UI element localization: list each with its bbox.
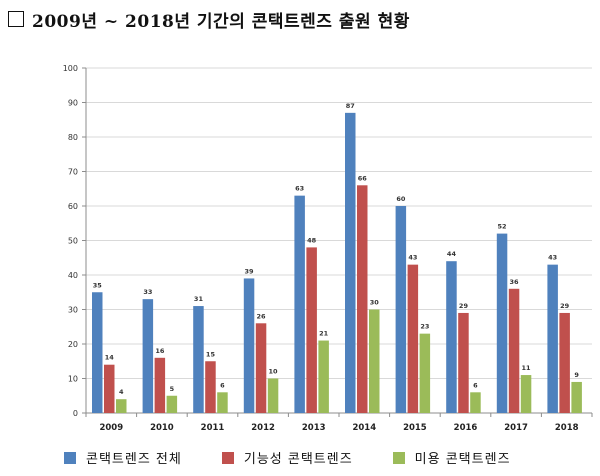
y-tick-label-70: 70 xyxy=(68,168,78,177)
legend-swatch-total xyxy=(64,451,76,464)
data-label-functional-2016: 29 xyxy=(459,302,469,310)
x-tick-label-2011: 2011 xyxy=(201,423,225,433)
x-tick-label-2016: 2016 xyxy=(454,423,478,433)
data-label-functional-2011: 15 xyxy=(206,350,216,358)
data-label-cosmetic-2013: 21 xyxy=(319,330,329,338)
x-tick-label-2015: 2015 xyxy=(403,423,427,433)
bar-total-2010 xyxy=(142,299,154,413)
bar-total-2014 xyxy=(345,112,356,413)
data-label-total-2017: 52 xyxy=(498,223,507,231)
labels: 0 10 20 30 40 50 60 70 80 90 100 2009 2010 2011 2012 20… xyxy=(63,64,580,433)
bar-total-2011 xyxy=(193,306,204,413)
bar-total-2015 xyxy=(395,206,407,413)
bar-cosmetic-2014 xyxy=(369,309,380,413)
bar-cosmetic-2017 xyxy=(520,375,532,413)
checkbox-square-icon xyxy=(8,11,24,27)
data-label-total-2012: 39 xyxy=(245,267,255,275)
data-label-functional-2014: 66 xyxy=(358,174,368,182)
y-tick-label-50: 50 xyxy=(68,237,78,246)
y-tick-label-20: 20 xyxy=(68,340,78,349)
bar-functional-2012 xyxy=(255,323,267,413)
data-label-functional-2017: 36 xyxy=(510,278,520,286)
chart-title: 2009년 ~ 2018년 기간의 콘택트렌즈 출원 현황 xyxy=(32,11,410,32)
bar-functional-2011 xyxy=(205,361,216,413)
data-label-cosmetic-2011: 6 xyxy=(220,381,225,389)
data-label-cosmetic-2010: 5 xyxy=(170,385,175,393)
data-label-functional-2012: 26 xyxy=(257,312,267,320)
y-tick-label-90: 90 xyxy=(68,99,78,108)
bars xyxy=(92,112,582,413)
data-label-total-2009: 35 xyxy=(93,281,103,289)
data-label-cosmetic-2015: 23 xyxy=(420,323,429,331)
legend-item-cosmetic: 미용 콘택트렌즈 xyxy=(392,448,511,467)
legend-item-total: 콘택트렌즈 전체 xyxy=(64,448,182,467)
bar-cosmetic-2010 xyxy=(166,395,178,413)
bar-total-2016 xyxy=(446,261,457,413)
legend-item-functional: 기능성 콘택트렌즈 xyxy=(221,448,353,467)
bar-chart: 0 10 20 30 40 50 60 70 80 90 100 2009 2010 2011 2012 20… xyxy=(63,64,593,433)
legend-swatch-cosmetic xyxy=(392,451,405,464)
data-label-functional-2010: 16 xyxy=(155,347,165,355)
y-tick-label-30: 30 xyxy=(68,306,78,315)
x-tick-label-2017: 2017 xyxy=(504,423,528,433)
x-tick-label-2012: 2012 xyxy=(251,423,275,433)
y-tick-label-80: 80 xyxy=(68,133,78,142)
y-tick-label-0: 0 xyxy=(73,409,78,418)
data-label-total-2010: 33 xyxy=(143,288,152,296)
data-label-cosmetic-2014: 30 xyxy=(370,299,380,307)
data-label-cosmetic-2012: 10 xyxy=(269,368,279,376)
x-tick-label-2013: 2013 xyxy=(302,423,326,433)
bar-functional-2015 xyxy=(407,264,419,413)
data-label-total-2014: 87 xyxy=(346,102,355,110)
bar-functional-2009 xyxy=(104,364,115,413)
data-label-total-2015: 60 xyxy=(396,195,406,203)
bar-cosmetic-2018 xyxy=(571,381,582,413)
data-label-cosmetic-2009: 4 xyxy=(119,388,124,396)
bar-total-2012 xyxy=(243,278,255,413)
bar-cosmetic-2011 xyxy=(217,392,228,413)
x-tick-label-2009: 2009 xyxy=(99,423,123,433)
bar-cosmetic-2009 xyxy=(116,399,127,413)
bar-functional-2010 xyxy=(154,357,166,413)
bar-cosmetic-2013 xyxy=(318,340,329,413)
data-label-functional-2018: 29 xyxy=(560,302,570,310)
bar-cosmetic-2012 xyxy=(267,378,279,413)
bar-functional-2018 xyxy=(559,312,570,413)
x-tick-label-2010: 2010 xyxy=(150,423,174,433)
x-tick-label-2018: 2018 xyxy=(555,423,579,433)
data-label-total-2013: 63 xyxy=(295,185,304,193)
x-tick-label-2014: 2014 xyxy=(352,423,376,433)
bar-total-2018 xyxy=(547,264,558,413)
data-label-cosmetic-2017: 11 xyxy=(522,364,532,372)
legend: 콘택트렌즈 전체 기능성 콘택트렌즈 미용 콘택트렌즈 xyxy=(64,448,511,467)
chart-title-row: 2009년 ~ 2018년 기간의 콘택트렌즈 출원 현황 xyxy=(8,6,410,32)
y-tick-label-10: 10 xyxy=(68,375,78,384)
bar-cosmetic-2015 xyxy=(419,333,431,413)
data-label-cosmetic-2018: 9 xyxy=(574,371,579,379)
legend-swatch-functional xyxy=(221,451,234,464)
data-label-total-2016: 44 xyxy=(447,250,457,258)
data-label-functional-2015: 43 xyxy=(408,254,417,262)
bar-functional-2013 xyxy=(306,247,317,413)
legend-label-cosmetic: 미용 콘택트렌즈 xyxy=(414,452,511,467)
bar-functional-2016 xyxy=(458,312,469,413)
bar-cosmetic-2016 xyxy=(470,392,481,413)
bar-functional-2014 xyxy=(357,185,368,413)
data-label-total-2011: 31 xyxy=(194,295,204,303)
legend-label-total: 콘택트렌즈 전체 xyxy=(86,452,182,467)
data-label-functional-2013: 48 xyxy=(307,236,317,244)
legend-label-functional: 기능성 콘택트렌즈 xyxy=(243,452,353,467)
bar-total-2009 xyxy=(92,292,103,413)
bar-functional-2017 xyxy=(508,288,520,413)
y-tick-label-60: 60 xyxy=(68,202,78,211)
y-tick-label-100: 100 xyxy=(63,64,78,73)
data-label-cosmetic-2016: 6 xyxy=(473,381,478,389)
data-label-functional-2009: 14 xyxy=(105,354,115,362)
bar-total-2017 xyxy=(496,233,508,413)
y-tick-label-40: 40 xyxy=(68,271,78,280)
bar-total-2013 xyxy=(294,195,305,413)
data-label-total-2018: 43 xyxy=(548,254,557,262)
grid-lines xyxy=(86,67,592,379)
